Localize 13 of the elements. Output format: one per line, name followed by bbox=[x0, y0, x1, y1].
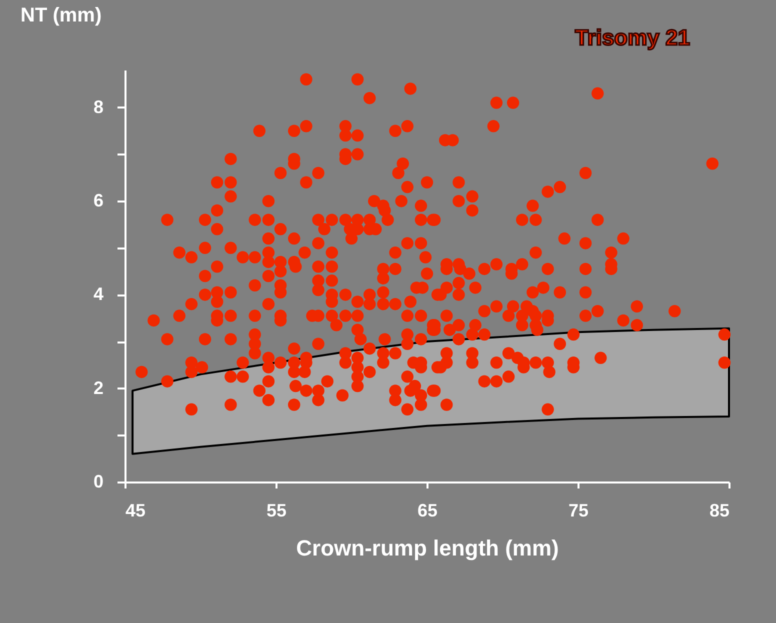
y-tick-label: 4 bbox=[93, 284, 104, 304]
series-label: Trisomy 21 bbox=[575, 25, 690, 50]
x-axis-title: Crown-rump length (mm) bbox=[296, 536, 559, 560]
x-tick-label: 75 bbox=[568, 500, 589, 520]
x-tick-label: 85 bbox=[709, 500, 730, 520]
y-axis-title: NT (mm) bbox=[20, 4, 102, 26]
x-tick-label: 65 bbox=[417, 500, 438, 520]
y-tick-label: 6 bbox=[93, 190, 104, 211]
y-tick-label: 2 bbox=[93, 378, 104, 398]
x-tick-label: 45 bbox=[126, 500, 146, 520]
y-tick-label: 8 bbox=[93, 96, 104, 117]
x-tick-label: 55 bbox=[266, 500, 287, 520]
y-tick-label: 0 bbox=[93, 472, 104, 492]
